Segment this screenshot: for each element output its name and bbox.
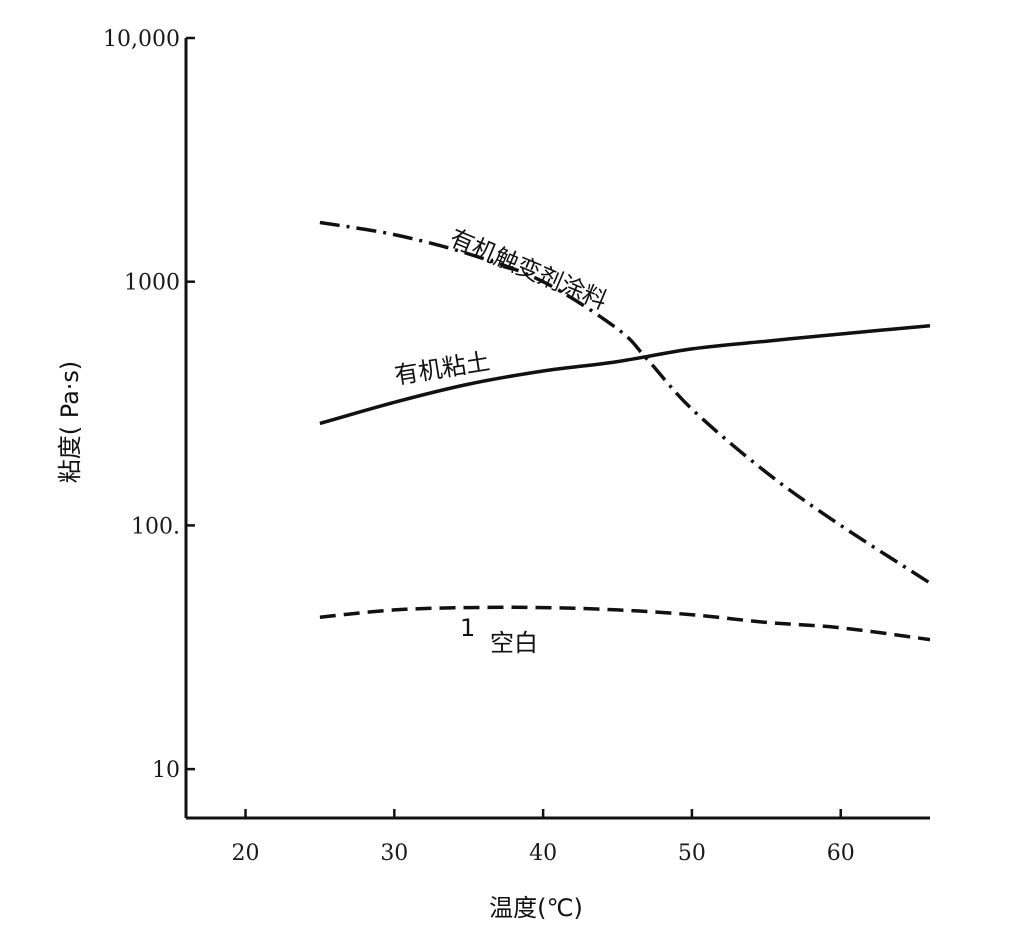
y-tick-label: 1000	[124, 271, 180, 296]
x-axis-title: 温度(℃)	[489, 894, 583, 922]
series-lines	[319, 220, 931, 642]
blank-line	[319, 605, 931, 642]
y-tick-label: 10,000	[103, 27, 180, 52]
series-label-blank: 空白	[490, 629, 538, 657]
x-axis-ticks: 20 30 40 50 60	[232, 809, 855, 866]
x-tick-label: 30	[380, 841, 408, 866]
organic-clay-line	[319, 323, 931, 426]
x-tick-label: 50	[678, 841, 706, 866]
series-label-organic-thixotrope-coating: 有机触变剂涂料	[446, 224, 612, 315]
y-axis-title: 粘度( Pa·s)	[56, 361, 84, 484]
organic-thixotrope-coating-line	[319, 220, 931, 585]
axes	[184, 38, 930, 820]
y-axis-ticks: 10 100. 1000 10,000	[103, 27, 195, 783]
series-marker-blank: 1	[460, 614, 475, 642]
y-tick-label: 10	[152, 758, 180, 783]
x-tick-label: 20	[232, 841, 260, 866]
x-tick-label: 40	[529, 841, 557, 866]
y-tick-label: 100.	[131, 514, 180, 539]
x-tick-label: 60	[827, 841, 855, 866]
